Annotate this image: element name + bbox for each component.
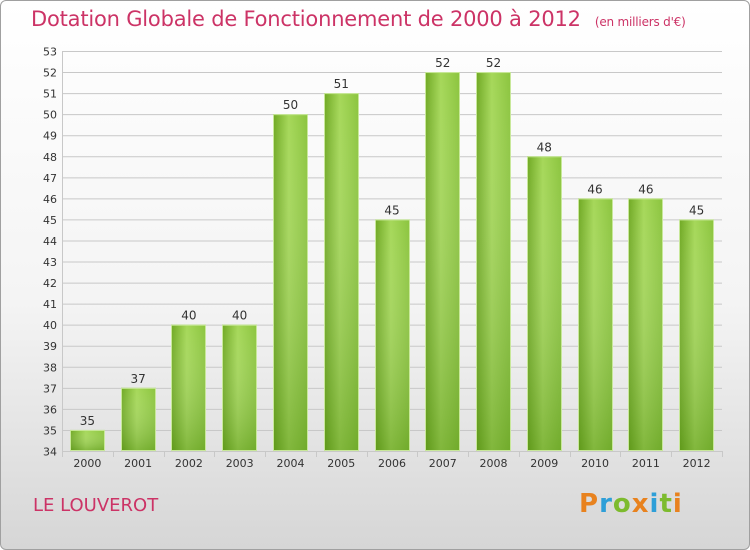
bar-highlight (476, 72, 511, 451)
x-tick-label: 2011 (632, 457, 660, 470)
bar-highlight (527, 156, 562, 451)
y-tick-label: 52 (43, 67, 57, 80)
y-tick-label: 37 (43, 382, 57, 395)
bar-shade (121, 387, 156, 451)
x-tick-label: 2008 (480, 457, 508, 470)
y-tick-label: 53 (43, 46, 57, 59)
axis-layer: 34 35 36 37 38 39 40 41 42 43 44 45 46 47 48 49 50 51 52 53… (43, 46, 711, 471)
bar-2002 (171, 324, 206, 451)
bar-highlight (222, 324, 257, 451)
bar-highlight (70, 429, 105, 451)
x-tick-label: 2004 (276, 457, 304, 470)
bar-shade (425, 72, 460, 451)
bar-shade (70, 429, 105, 451)
bar-value-label: 48 (537, 140, 552, 154)
y-tick-label: 34 (43, 446, 57, 459)
bar-value-label: 35 (80, 414, 95, 428)
x-tick-label: 2005 (327, 457, 355, 470)
y-tick-label: 35 (43, 424, 57, 437)
commune-name: LE LOUVEROT (33, 495, 159, 516)
y-tick-label: 36 (43, 403, 57, 416)
y-tick-label: 41 (43, 298, 57, 311)
y-tick-label: 51 (43, 88, 57, 101)
bar-value-label: 45 (689, 203, 704, 217)
bar-shade (527, 156, 562, 451)
x-tick-label: 2003 (226, 457, 254, 470)
x-tick-label: 2012 (683, 457, 711, 470)
bar-shade (222, 324, 257, 451)
bar-shade (628, 198, 663, 451)
bar-highlight (121, 387, 156, 451)
bar-shade (171, 324, 206, 451)
bar-shade (375, 219, 410, 451)
x-tick-label: 2007 (429, 457, 457, 470)
label-layer: 35 37 40 40 50 51 45 52 52 48 46 46 45 (80, 56, 705, 428)
chart-title-text: Dotation Globale de Fonctionnement de 20… (31, 7, 581, 31)
bar-2005 (324, 93, 359, 452)
y-tick-label: 47 (43, 172, 57, 185)
bar-2003 (222, 324, 257, 451)
bar-2008 (476, 72, 511, 451)
bar-layer (70, 72, 714, 452)
bar-highlight (628, 198, 663, 451)
bar-shade (476, 72, 511, 451)
bar-2000 (70, 429, 105, 451)
x-tick-label: 2009 (530, 457, 558, 470)
y-tick-label: 45 (43, 214, 57, 227)
bar-shade (679, 219, 714, 451)
bar-2009 (527, 156, 562, 451)
bar-value-label: 45 (384, 203, 399, 217)
chart-subtitle: (en milliers d'€) (594, 15, 686, 29)
bar-2012 (679, 219, 714, 451)
bar-2010 (578, 198, 613, 451)
x-tick-label: 2006 (378, 457, 406, 470)
bar-value-label: 37 (131, 372, 146, 386)
bar-value-label: 46 (638, 182, 653, 196)
bar-shade (578, 198, 613, 451)
bar-highlight (425, 72, 460, 451)
x-tick-label: 2001 (124, 457, 152, 470)
bar-value-label: 40 (232, 309, 247, 323)
bar-highlight (375, 219, 410, 451)
y-tick-label: 46 (43, 193, 57, 206)
bar-highlight (324, 93, 359, 452)
bar-value-label: 46 (587, 182, 602, 196)
y-tick-label: 49 (43, 130, 57, 143)
y-tick-label: 40 (43, 319, 57, 332)
bar-value-label: 51 (334, 77, 349, 91)
bar-2001 (121, 387, 156, 451)
x-tick-label: 2010 (581, 457, 609, 470)
bar-value-label: 52 (486, 56, 501, 70)
x-tick-label: 2000 (73, 457, 101, 470)
chart-title: Dotation Globale de Fonctionnement de 20… (31, 7, 686, 31)
bar-value-label: 50 (283, 98, 298, 112)
bar-2007 (425, 72, 460, 451)
bar-2006 (375, 219, 410, 451)
bar-highlight (578, 198, 613, 451)
y-tick-label: 42 (43, 277, 57, 290)
y-tick-label: 39 (43, 340, 57, 353)
bar-shade (324, 93, 359, 452)
y-tick-label: 50 (43, 109, 57, 122)
y-tick-label: 43 (43, 256, 57, 269)
bar-shade (273, 114, 308, 451)
bar-highlight (171, 324, 206, 451)
x-tick-label: 2002 (175, 457, 203, 470)
proxiti-logo[interactable]: Proxiti (579, 489, 683, 519)
y-tick-label: 44 (43, 235, 57, 248)
y-tick-label: 48 (43, 151, 57, 164)
bar-2011 (628, 198, 663, 451)
y-tick-label: 38 (43, 361, 57, 374)
bar-value-label: 40 (181, 309, 196, 323)
bar-highlight (273, 114, 308, 451)
bar-highlight (679, 219, 714, 451)
bar-value-label: 52 (435, 56, 450, 70)
bar-2004 (273, 114, 308, 451)
